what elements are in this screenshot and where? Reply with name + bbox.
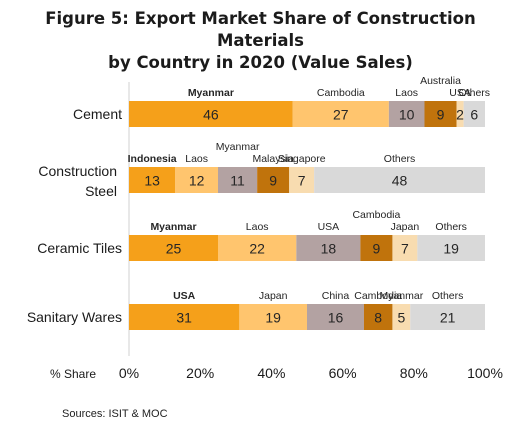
segment-country-label-1-1: Laos <box>185 153 208 165</box>
bar-segment-0-1 <box>292 101 389 127</box>
value-label-0-3: 9 <box>437 107 445 123</box>
bar-segment-3-5 <box>410 304 485 330</box>
bar-segment-0-3 <box>424 101 457 127</box>
value-label-2-5: 19 <box>443 241 459 257</box>
segment-country-label-0-2: Laos <box>395 87 418 99</box>
value-label-2-2: 18 <box>321 241 337 257</box>
value-label-0-2: 10 <box>399 107 415 123</box>
bar-segment-2-0 <box>129 235 218 261</box>
bar-segment-3-0 <box>129 304 240 330</box>
segment-country-label-3-0: USA <box>173 290 196 302</box>
category-label-2: Ceramic Tiles <box>37 240 122 256</box>
segment-country-label-3-2: China <box>322 290 350 302</box>
x-axis-title: % Share <box>50 367 96 381</box>
bar-segment-2-1 <box>218 235 297 261</box>
value-label-0-1: 27 <box>333 107 349 123</box>
segment-country-label-0-0: Myanmar <box>188 87 234 99</box>
bar-segment-3-4 <box>392 304 411 330</box>
segment-country-label-0-5: Others <box>459 87 491 99</box>
value-label-2-3: 9 <box>373 241 381 257</box>
bar-segment-2-3 <box>360 235 393 261</box>
value-label-1-1: 12 <box>189 173 205 189</box>
bar-segment-0-4 <box>456 101 464 127</box>
value-label-1-4: 7 <box>298 173 306 189</box>
bar-segment-1-3 <box>257 167 290 193</box>
value-label-1-5: 48 <box>392 173 408 189</box>
segment-country-label-3-5: Others <box>432 290 464 302</box>
bar-segment-1-2 <box>218 167 258 193</box>
category-label-0: Cement <box>73 106 122 122</box>
x-tick-label-5: 100% <box>467 365 503 381</box>
bar-segment-3-1 <box>239 304 307 330</box>
bar-segment-1-5 <box>314 167 485 193</box>
x-tick-label-0: 0% <box>119 365 139 381</box>
value-label-1-0: 13 <box>144 173 160 189</box>
segment-country-label-3-1: Japan <box>259 290 288 302</box>
x-tick-label-1: 20% <box>186 365 214 381</box>
source-note: Sources: ISIT & MOC <box>62 408 168 420</box>
bar-segment-0-2 <box>388 101 425 127</box>
segment-country-label-1-0: Indonesia <box>128 153 177 165</box>
category-label-3: Sanitary Wares <box>27 309 122 325</box>
x-tick-label-3: 60% <box>329 365 357 381</box>
bar-segment-0-5 <box>463 101 485 127</box>
value-label-3-4: 5 <box>397 310 405 326</box>
bar-segment-1-4 <box>289 167 315 193</box>
bar-segment-1-0 <box>129 167 176 193</box>
bar-segment-1-1 <box>175 167 218 193</box>
bar-segment-3-3 <box>363 304 393 330</box>
segment-country-label-2-0: Myanmar <box>150 221 196 233</box>
bar-segment-2-2 <box>296 235 361 261</box>
x-tick-label-4: 80% <box>400 365 428 381</box>
value-label-0-4: 2 <box>456 107 464 123</box>
chart-title-line-2: by Country in 2020 (Value Sales) <box>108 53 413 72</box>
value-label-1-3: 9 <box>269 173 277 189</box>
value-label-0-0: 46 <box>203 107 219 123</box>
value-label-2-0: 25 <box>166 241 182 257</box>
segment-country-label-2-5: Others <box>435 221 467 233</box>
segment-country-label-0-3: Australia <box>420 75 461 87</box>
segment-country-label-1-3: Malaysia <box>252 153 294 165</box>
bar-segment-3-2 <box>307 304 364 330</box>
segment-country-label-2-3: Cambodia <box>352 209 400 221</box>
segment-country-label-1-5: Others <box>384 153 416 165</box>
x-tick-label-2: 40% <box>257 365 285 381</box>
value-label-3-2: 16 <box>328 310 344 326</box>
value-label-1-2: 11 <box>230 173 245 189</box>
value-label-2-4: 7 <box>401 241 409 257</box>
segment-country-label-1-2: Myanmar <box>216 141 260 153</box>
chart-title: Figure 5: Export Market Share of Constru… <box>0 8 521 74</box>
value-label-0-5: 6 <box>470 107 478 123</box>
segment-country-label-0-1: Cambodia <box>317 87 365 99</box>
category-label-1: Construction Steel <box>38 163 117 199</box>
bar-segment-2-4 <box>392 235 418 261</box>
value-label-3-5: 21 <box>440 310 456 326</box>
segment-country-label-3-4: Myanmar <box>379 290 423 302</box>
segment-country-label-2-1: Laos <box>246 221 269 233</box>
segment-country-label-0-4: USA <box>449 87 471 99</box>
segment-country-label-1-4: Singapore <box>278 153 326 165</box>
value-label-2-1: 22 <box>249 241 265 257</box>
value-label-3-0: 31 <box>176 310 192 326</box>
bar-segment-2-5 <box>417 235 485 261</box>
bar-segment-0-0 <box>129 101 293 127</box>
segment-country-label-2-4: Japan <box>391 221 420 233</box>
chart-title-line-1: Figure 5: Export Market Share of Constru… <box>45 9 476 50</box>
value-label-3-3: 8 <box>374 310 382 326</box>
segment-country-label-3-3: Cambodia <box>354 290 402 302</box>
value-label-3-1: 19 <box>265 310 281 326</box>
segment-country-label-2-2: USA <box>318 221 340 233</box>
